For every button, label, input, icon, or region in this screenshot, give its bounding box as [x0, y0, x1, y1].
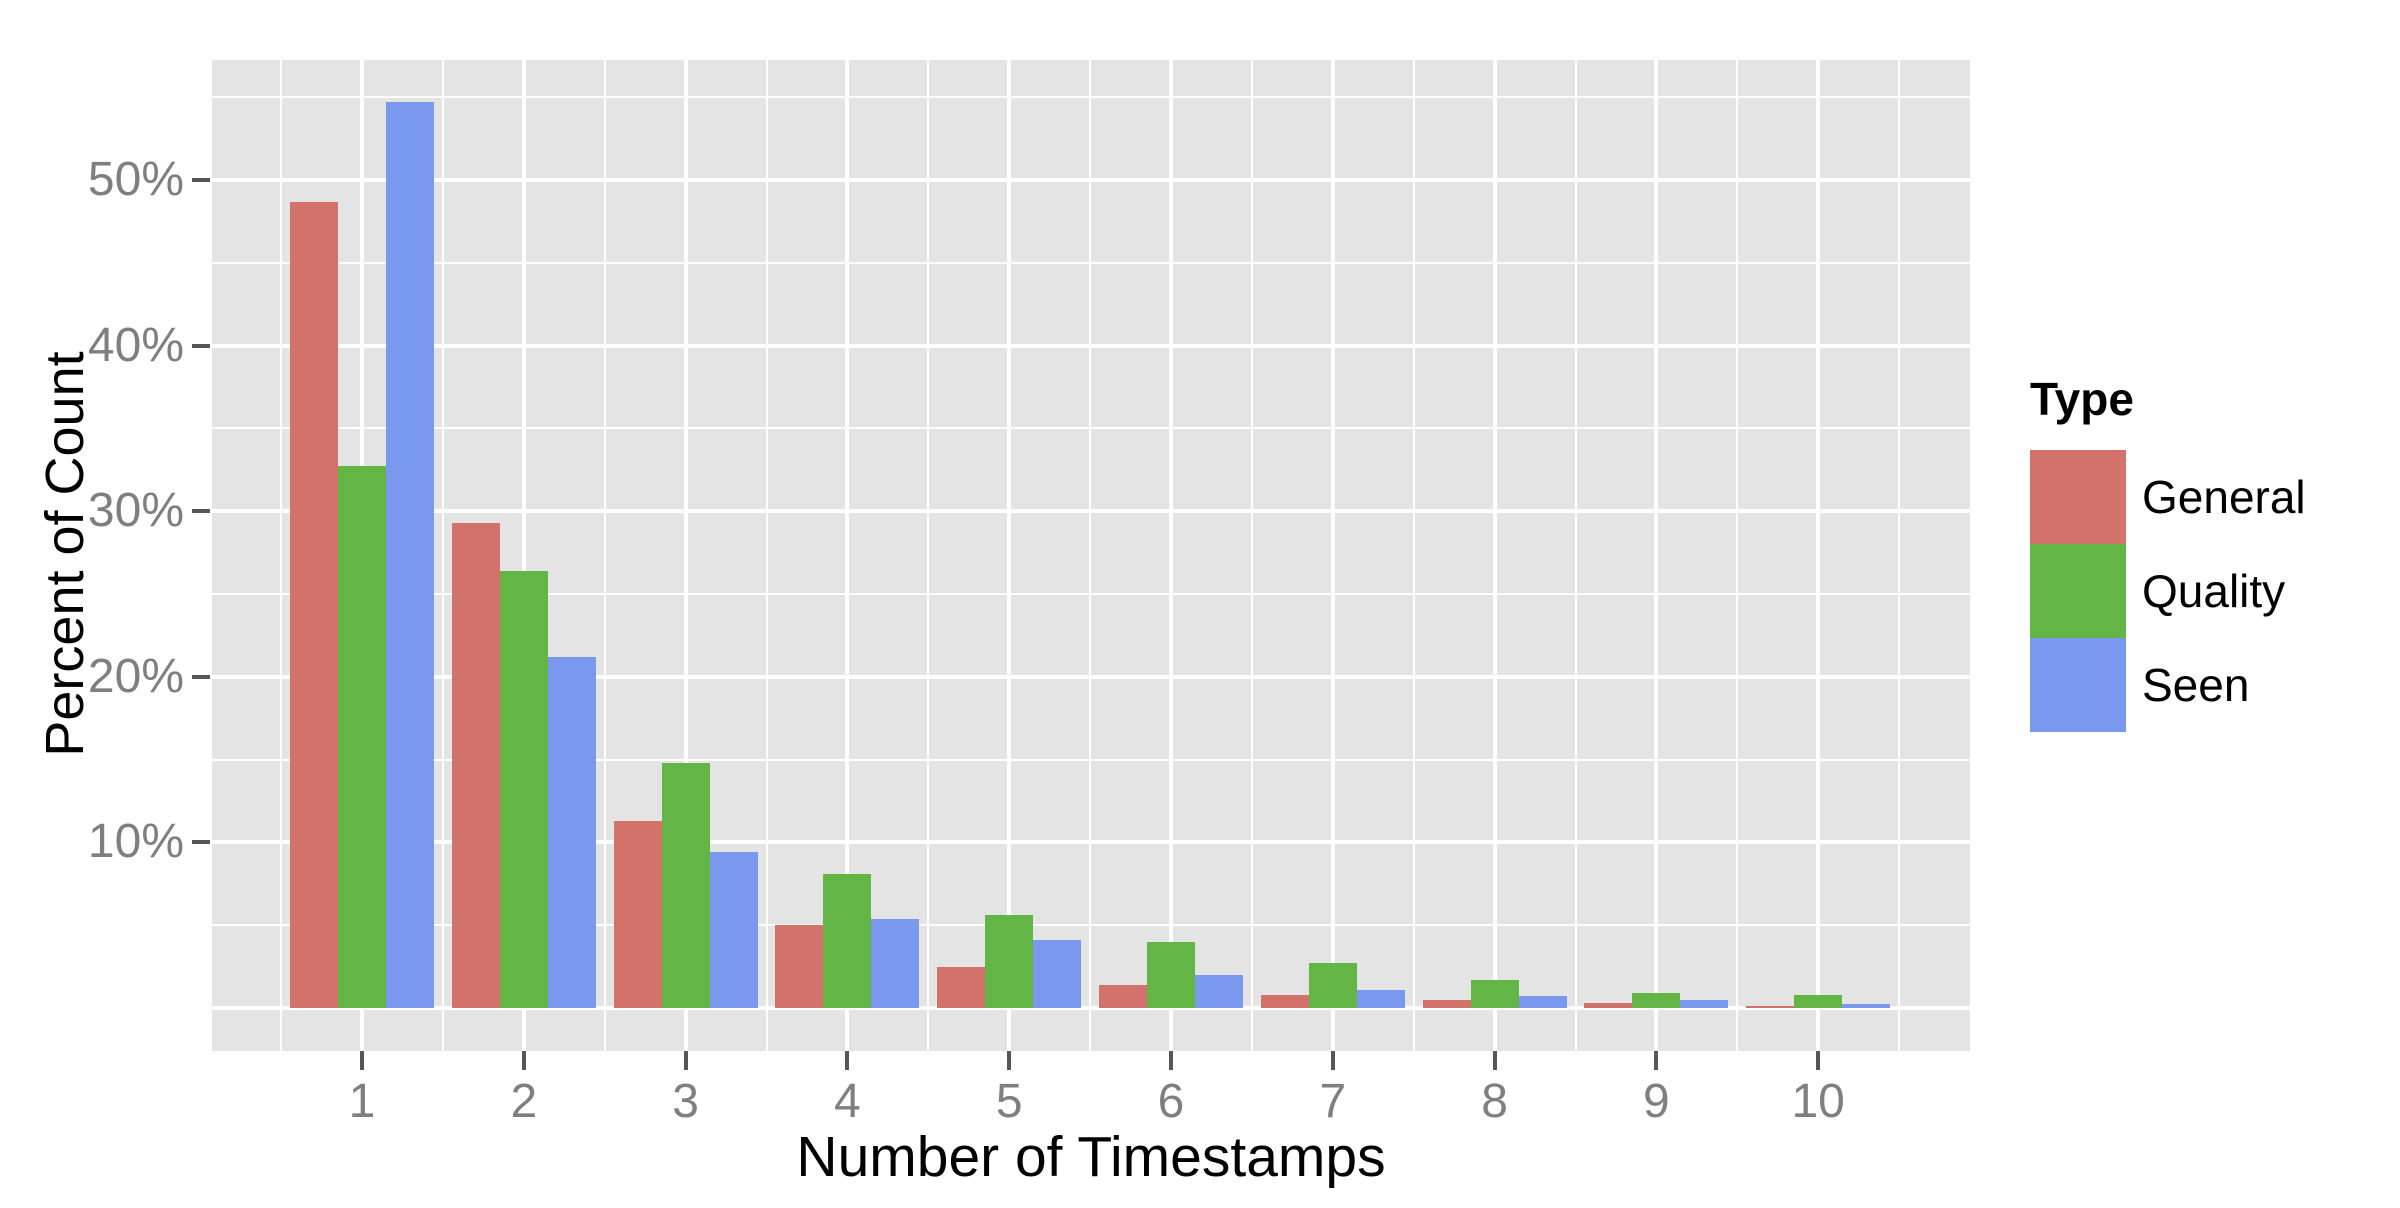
v-gridline-minor — [280, 60, 283, 1051]
x-tick-label: 1 — [348, 1075, 376, 1128]
y-tick-label: 10% — [87, 815, 184, 869]
bar-general-4 — [775, 925, 824, 1008]
x-tick-label: 8 — [1481, 1075, 1508, 1128]
v-gridline-minor — [927, 60, 930, 1051]
bar-quality-7 — [1308, 963, 1357, 1008]
bar-general-3 — [613, 820, 662, 1008]
x-tick-label: 7 — [1319, 1075, 1347, 1128]
v-gridline-minor — [441, 60, 444, 1051]
x-tick-label: 5 — [995, 1075, 1023, 1128]
plot-panel — [212, 60, 1970, 1051]
v-gridline-major — [683, 60, 688, 1051]
x-tick-mark — [1654, 1051, 1659, 1070]
bar-general-9 — [1584, 1003, 1633, 1008]
v-gridline-minor — [1736, 60, 1739, 1051]
bar-seen-3 — [709, 852, 758, 1008]
bar-quality-5 — [985, 915, 1034, 1008]
y-tick-mark — [192, 509, 210, 514]
y-tick-label: 50% — [87, 153, 184, 206]
v-gridline-major — [1007, 60, 1012, 1051]
bar-seen-2 — [547, 656, 596, 1008]
bar-seen-4 — [871, 918, 920, 1008]
legend-item-seen: Seen — [2030, 638, 2306, 732]
bar-general-10 — [1746, 1005, 1795, 1008]
y-tick-label: 40% — [87, 318, 184, 372]
bar-quality-6 — [1147, 941, 1195, 1008]
bar-general-8 — [1422, 999, 1471, 1008]
y-axis-title: Percent of Count — [35, 351, 95, 757]
bar-seen-6 — [1195, 974, 1243, 1008]
bar-seen-7 — [1356, 989, 1405, 1008]
legend-swatch-quality — [2030, 544, 2126, 638]
x-tick-label: 4 — [834, 1075, 861, 1128]
v-gridline-minor — [1250, 60, 1253, 1051]
x-tick-mark — [1169, 1051, 1173, 1070]
x-tick-mark — [521, 1051, 526, 1070]
v-gridline-major — [1330, 60, 1335, 1051]
y-tick-label: 30% — [87, 484, 184, 538]
y-tick-mark — [192, 840, 210, 845]
v-gridline-major — [521, 60, 526, 1051]
x-tick-mark — [1492, 1051, 1497, 1070]
x-axis-title: Number of Timestamps — [796, 1125, 1386, 1189]
v-gridline-minor — [765, 60, 768, 1051]
legend-swatch-general — [2030, 450, 2126, 544]
x-tick-label: 2 — [510, 1075, 538, 1128]
bar-seen-9 — [1680, 999, 1729, 1008]
bar-quality-2 — [499, 570, 548, 1008]
x-tick-label: 10 — [1791, 1075, 1845, 1128]
x-tick-mark — [683, 1051, 688, 1070]
v-gridline-minor — [1574, 60, 1577, 1051]
legend-label-general: General — [2142, 471, 2306, 523]
bar-general-7 — [1260, 994, 1309, 1008]
v-gridline-minor — [1898, 60, 1901, 1051]
legend: Type General Quality Seen — [2030, 372, 2306, 732]
legend-swatch-seen — [2030, 638, 2126, 732]
y-tick-label: 20% — [87, 649, 184, 703]
y-tick-mark — [192, 674, 210, 679]
v-gridline-minor — [603, 60, 606, 1051]
x-tick-label: 6 — [1157, 1075, 1185, 1128]
v-gridline-minor — [1089, 60, 1092, 1051]
bar-quality-4 — [823, 873, 872, 1008]
x-tick-mark — [360, 1051, 364, 1070]
y-tick-mark — [192, 343, 210, 348]
legend-label-quality: Quality — [2142, 565, 2286, 617]
legend-label-seen: Seen — [2142, 659, 2250, 711]
bar-quality-3 — [661, 762, 710, 1008]
bar-general-2 — [451, 522, 500, 1008]
bar-general-1 — [290, 201, 338, 1008]
bar-quality-9 — [1632, 993, 1681, 1008]
x-tick-mark — [1007, 1051, 1012, 1070]
bar-quality-1 — [338, 466, 386, 1008]
bar-general-5 — [937, 966, 986, 1008]
v-gridline-major — [1169, 60, 1173, 1051]
v-gridline-minor — [1412, 60, 1415, 1051]
x-tick-mark — [1816, 1051, 1821, 1070]
y-tick-mark — [192, 178, 210, 182]
bar-seen-10 — [1842, 1003, 1891, 1008]
bar-seen-8 — [1518, 996, 1567, 1008]
bar-general-6 — [1099, 984, 1147, 1008]
legend-item-quality: Quality — [2030, 544, 2306, 638]
v-gridline-major — [1492, 60, 1497, 1051]
x-tick-label: 3 — [672, 1075, 699, 1128]
v-gridline-major — [845, 60, 850, 1051]
bar-seen-1 — [386, 102, 434, 1008]
legend-items: General Quality Seen — [2030, 450, 2306, 732]
legend-item-general: General — [2030, 450, 2306, 544]
bar-quality-10 — [1794, 994, 1843, 1008]
bar-seen-5 — [1033, 940, 1082, 1008]
legend-title: Type — [2030, 373, 2134, 425]
v-gridline-major — [1654, 60, 1659, 1051]
bar-quality-8 — [1470, 979, 1519, 1008]
v-gridline-major — [1816, 60, 1821, 1051]
x-tick-label: 9 — [1643, 1075, 1670, 1128]
x-tick-mark — [1330, 1051, 1335, 1070]
x-tick-mark — [845, 1051, 850, 1070]
